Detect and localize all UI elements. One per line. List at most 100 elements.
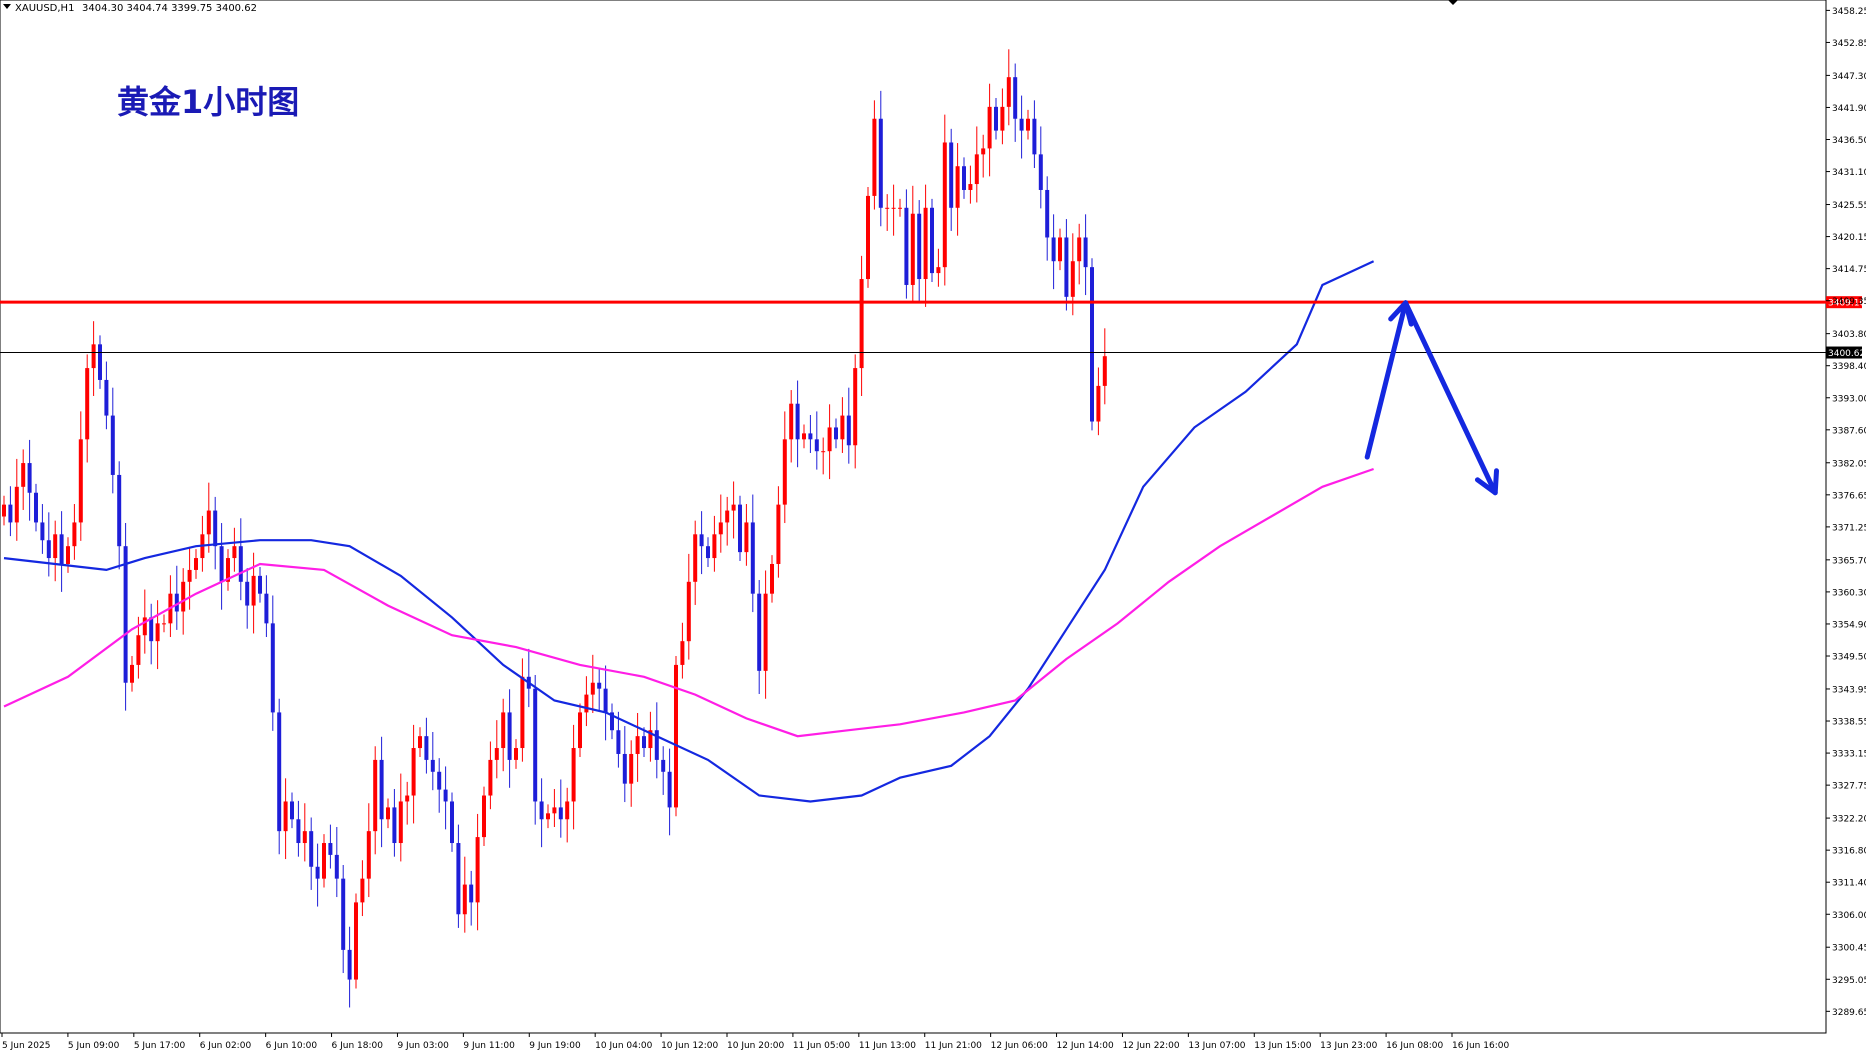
candle-body <box>1000 106 1005 131</box>
candle <box>226 549 230 591</box>
candle <box>194 549 198 579</box>
candle <box>552 788 557 827</box>
y-tick-label: 3376.65 <box>1832 491 1866 501</box>
candle <box>296 800 301 857</box>
x-tick-label: 12 Jun 22:00 <box>1122 1041 1179 1051</box>
candle-body <box>66 546 70 564</box>
candle <box>1064 219 1069 311</box>
candle <box>379 736 384 848</box>
candle <box>462 856 467 933</box>
candle-body <box>533 688 538 802</box>
candle <box>469 870 474 926</box>
candle <box>699 511 704 575</box>
candle-body <box>827 427 832 452</box>
candle-body <box>21 463 26 487</box>
candle-body <box>610 712 614 731</box>
candle-body <box>590 682 595 695</box>
candle-body <box>1026 118 1030 131</box>
candle-body <box>923 207 928 280</box>
candle-body <box>437 771 442 790</box>
candle-body <box>578 712 582 749</box>
candle-body <box>507 712 512 760</box>
candle-body <box>411 748 416 796</box>
candle-body <box>917 213 922 280</box>
candle-body <box>744 522 749 553</box>
candle <box>1032 100 1037 169</box>
candle-body <box>1013 77 1018 119</box>
y-tick-label: 3338.55 <box>1832 718 1866 728</box>
candle <box>930 198 934 282</box>
candle-body <box>725 510 730 523</box>
x-tick-label: 16 Jun 08:00 <box>1386 1041 1443 1051</box>
candle <box>366 803 371 898</box>
candle <box>1083 214 1088 296</box>
candles-group <box>2 49 1107 1008</box>
candle-body <box>1102 356 1107 386</box>
candle-body <box>514 748 518 760</box>
candle-body <box>302 831 307 844</box>
candle <box>1096 367 1101 436</box>
candle <box>72 504 77 560</box>
candle <box>315 843 320 907</box>
candle-body <box>718 522 723 535</box>
y-tick-label: 3360.30 <box>1832 588 1866 598</box>
candle-body <box>1045 189 1050 238</box>
candle-body <box>8 504 13 523</box>
candle <box>520 658 525 762</box>
candle <box>270 595 275 731</box>
candle <box>334 826 339 898</box>
candle-body <box>194 558 198 570</box>
candle-body <box>258 575 262 594</box>
y-tick-label: 3387.60 <box>1832 426 1866 436</box>
candle <box>117 461 122 570</box>
candle-body <box>206 510 211 535</box>
candle <box>66 537 70 573</box>
candle <box>635 713 640 782</box>
candle-body <box>1038 154 1043 190</box>
candle-body <box>309 831 314 867</box>
x-tick-label: 12 Jun 14:00 <box>1057 1041 1114 1051</box>
candle <box>1090 258 1094 431</box>
candle <box>354 893 358 989</box>
candle-body <box>962 166 966 190</box>
candle <box>507 689 512 788</box>
price-axis: 3458.25 3452.85 3447.30 3441.90 3436.50 3431.… <box>1826 7 1866 1018</box>
candle-body <box>942 142 947 268</box>
x-tick-label: 9 Jun 19:00 <box>529 1041 581 1051</box>
candle-body <box>904 207 909 285</box>
symbol-label: XAUUSD,H1 <box>15 3 74 14</box>
candle-body <box>834 427 838 440</box>
candle <box>1045 176 1050 261</box>
candle-body <box>85 368 90 440</box>
candle <box>776 486 781 578</box>
candle-body <box>539 801 544 820</box>
y-tick-label: 3447.30 <box>1832 72 1866 82</box>
candle <box>328 824 333 869</box>
candle-body <box>891 207 896 209</box>
candle <box>584 676 589 727</box>
candle <box>622 726 627 803</box>
candle <box>539 778 544 848</box>
candle <box>373 746 378 855</box>
candle-body <box>821 451 826 453</box>
candle <box>629 740 634 807</box>
price-level-label: 3400.62 <box>1828 349 1865 359</box>
candle <box>78 411 83 541</box>
candle-body <box>949 142 954 208</box>
candle <box>21 449 26 510</box>
candle <box>1006 49 1011 126</box>
candle-body <box>130 664 134 683</box>
candle-body <box>629 753 634 784</box>
candle-body <box>571 748 576 802</box>
candle <box>232 527 237 572</box>
candle <box>187 546 192 610</box>
candle <box>514 739 518 769</box>
candle-body <box>98 344 102 380</box>
candle-body <box>187 569 192 582</box>
dropdown-triangle-icon[interactable] <box>3 4 11 9</box>
candle-body <box>430 759 435 772</box>
candle <box>206 482 211 553</box>
candle <box>1051 214 1056 290</box>
candle <box>424 717 429 774</box>
candle-body <box>354 902 358 980</box>
